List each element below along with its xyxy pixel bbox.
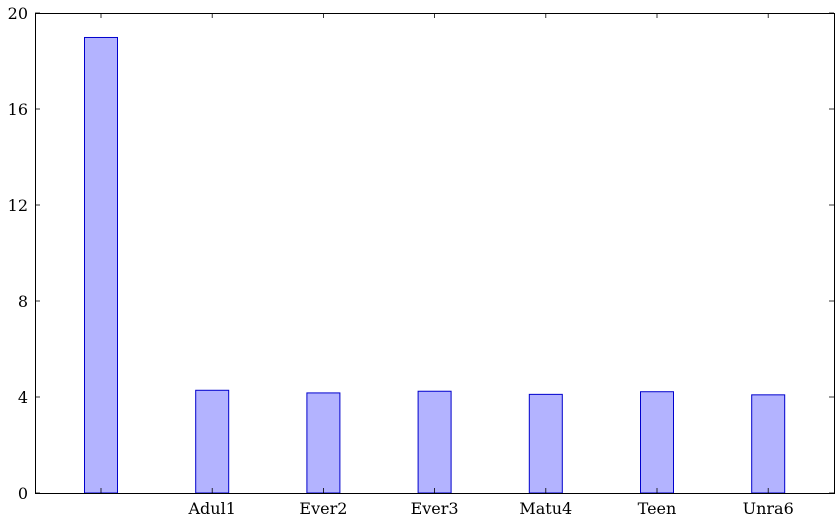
x-tick-label-3: Ever3 xyxy=(411,499,459,518)
x-tick-label-1: Adul1 xyxy=(187,499,235,518)
x-tick-label-6: Unra6 xyxy=(743,499,794,518)
bar-4 xyxy=(528,393,563,494)
y-tick-label-3: 12 xyxy=(8,196,28,215)
x-tick-label-4: Matu4 xyxy=(519,499,572,518)
bar-3 xyxy=(417,390,452,494)
bars-group xyxy=(84,36,786,494)
y-tick-label-5: 20 xyxy=(8,4,28,23)
bar-5 xyxy=(640,391,674,494)
bar-6 xyxy=(751,394,786,494)
bar-2 xyxy=(306,392,341,494)
ticks-group: Adul1 Ever2 Ever3 Matu4 Teen Unra6 0 4 8 12 16 20 xyxy=(8,4,834,518)
y-tick-label-0: 0 xyxy=(18,484,28,503)
y-tick-label-2: 8 xyxy=(18,292,28,311)
y-tick-label-4: 16 xyxy=(8,100,28,119)
bar-0 xyxy=(84,36,118,494)
x-tick-label-5: Teen xyxy=(638,499,677,518)
x-tick-label-2: Ever2 xyxy=(299,499,347,518)
bar-1 xyxy=(195,389,230,494)
y-tick-label-1: 4 xyxy=(18,388,28,407)
